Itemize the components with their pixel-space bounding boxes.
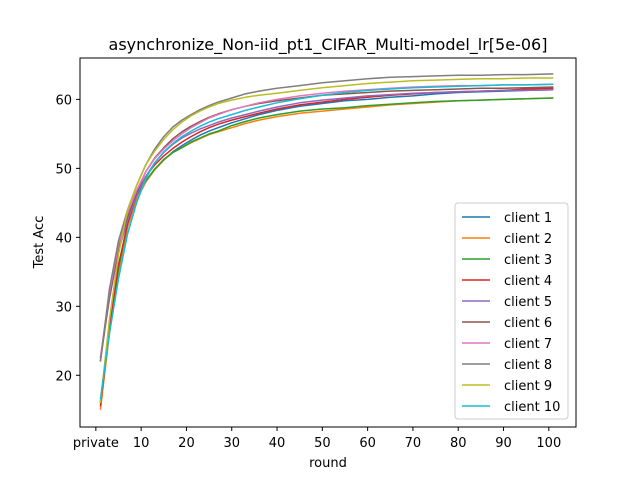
- legend-frame: [454, 202, 569, 420]
- x-tick-label: 100: [536, 436, 561, 451]
- legend-label-client-3: client 3: [504, 253, 552, 268]
- legend-label-client-2: client 2: [504, 232, 552, 247]
- legend-label-client-6: client 6: [504, 316, 552, 331]
- x-tick-label: 70: [405, 436, 422, 451]
- series-line-client-10: [99, 83, 554, 400]
- chart-title: asynchronize_Non-iid_pt1_CIFAR_Multi-mod…: [109, 35, 548, 55]
- y-tick-label: 50: [55, 162, 72, 177]
- plot-frame: [79, 57, 577, 428]
- series-line-client-5: [99, 88, 554, 359]
- plot-lines: [99, 73, 554, 410]
- x-tick-label: 30: [223, 436, 240, 451]
- legend-label-client-5: client 5: [504, 295, 552, 310]
- y-tick-label: 30: [55, 300, 72, 315]
- x-tick-label: 20: [178, 436, 195, 451]
- x-tick-label: 50: [314, 436, 331, 451]
- x-axis-ticks: private 10 20 30 40 50 60 70 80 90 100: [73, 427, 561, 451]
- legend-label-client-1: client 1: [504, 211, 552, 226]
- x-tick-label: 80: [450, 436, 467, 451]
- legend-label-client-4: client 4: [504, 274, 552, 289]
- x-axis-title: round: [309, 456, 347, 471]
- y-axis-title: Test Acc: [32, 216, 47, 270]
- x-tick-label: 90: [495, 436, 512, 451]
- x-tick-label: 40: [269, 436, 286, 451]
- y-tick-label: 60: [55, 93, 72, 108]
- y-axis-ticks: 20 30 40 50 60: [55, 93, 80, 384]
- x-tick-label: private: [73, 436, 119, 451]
- y-tick-label: 40: [55, 231, 72, 246]
- legend-label-client-8: client 8: [504, 358, 552, 373]
- series-line-client-9: [99, 77, 554, 403]
- x-tick-label: 60: [359, 436, 376, 451]
- legend: client 1 client 2 client 3 client 4 client 5…: [454, 202, 569, 420]
- legend-label-client-9: client 9: [504, 379, 552, 394]
- y-tick-label: 20: [55, 369, 72, 384]
- legend-label-client-7: client 7: [504, 337, 552, 352]
- legend-label-client-10: client 10: [504, 400, 560, 415]
- x-tick-label: 10: [133, 436, 150, 451]
